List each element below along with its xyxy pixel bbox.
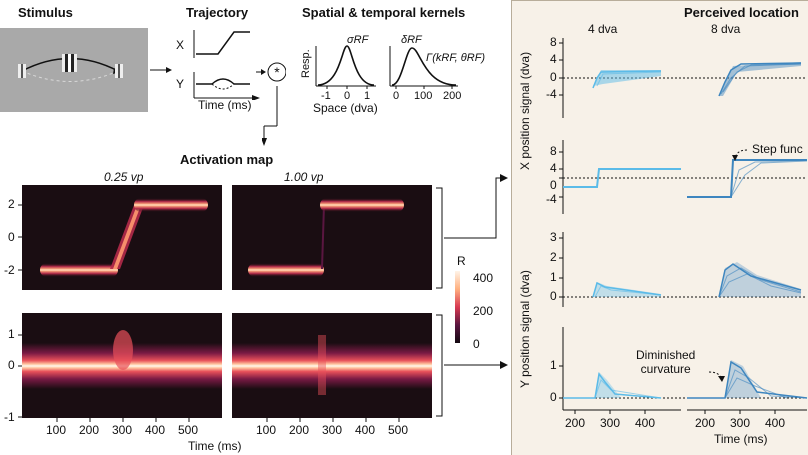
p3-ytick-2: 1 bbox=[550, 270, 557, 284]
annotation-diminished-curvature: Diminished curvature bbox=[636, 348, 696, 376]
space-tick-0: -1 bbox=[321, 90, 331, 102]
heatmap-top-left bbox=[22, 185, 222, 290]
time-tick-2: 200 bbox=[443, 90, 462, 102]
x-step-4dva bbox=[563, 168, 681, 188]
act-ytick-top-0: 2 bbox=[8, 197, 15, 211]
act-xtick-0: 100 bbox=[46, 423, 67, 437]
colorbar-tick-0: 400 bbox=[473, 271, 494, 285]
gamma-label: Γ(kRF, θRF) bbox=[426, 52, 486, 64]
act-xlabel: Time (ms) bbox=[188, 439, 242, 453]
act-ytick-top-2: -2 bbox=[4, 263, 15, 277]
sigma-label: σRF bbox=[347, 34, 369, 46]
activation-title: Activation map bbox=[180, 152, 274, 167]
space-tick-2: 1 bbox=[364, 90, 371, 102]
act-xtick-4: 500 bbox=[178, 423, 199, 437]
perc-xtick-1: 300 bbox=[600, 416, 621, 430]
p2-ytick-1: 4 bbox=[550, 161, 557, 175]
p3-ytick-0: 3 bbox=[550, 230, 557, 244]
svg-text:*: * bbox=[274, 64, 280, 80]
act-xtick2-4: 500 bbox=[388, 423, 409, 437]
activation-col2-label: 1.00 vp bbox=[284, 170, 324, 184]
p1-ytick-0: 8 bbox=[550, 35, 557, 49]
perc-xlabel: Time (ms) bbox=[714, 432, 768, 446]
convolution-icon: * bbox=[256, 62, 286, 82]
p1-ytick-2: 0 bbox=[550, 70, 557, 84]
colorbar-tick-2: 0 bbox=[473, 337, 480, 351]
perc-xtick2-2: 400 bbox=[765, 416, 786, 430]
perc-xtick-2: 400 bbox=[635, 416, 656, 430]
act-xtick2-0: 100 bbox=[256, 423, 277, 437]
y-signal-bot-4dva bbox=[563, 372, 662, 399]
trajectory-plot bbox=[193, 30, 260, 100]
act-ytick-bot-0: 1 bbox=[8, 327, 15, 341]
heatmap-bottom-left bbox=[22, 313, 222, 418]
p1-ytick-1: 4 bbox=[550, 52, 557, 66]
colorbar-label: R bbox=[457, 254, 466, 268]
perc-xtick-0: 200 bbox=[565, 416, 586, 430]
p4-ytick-0: 1 bbox=[550, 358, 557, 372]
perc-xtick2-0: 200 bbox=[695, 416, 716, 430]
connector-arrows bbox=[444, 174, 508, 369]
traj-y-label: Y bbox=[176, 77, 185, 91]
arrow-down-connector bbox=[262, 86, 278, 146]
trajectory-title: Trajectory bbox=[186, 5, 249, 20]
p4-ytick-1: 0 bbox=[550, 390, 557, 404]
delta-label: δRF bbox=[401, 34, 422, 46]
act-xtick2-2: 300 bbox=[322, 423, 343, 437]
p2-ytick-3: -4 bbox=[546, 192, 557, 206]
space-tick-1: 0 bbox=[344, 90, 351, 102]
p2-ytick-0: 8 bbox=[550, 144, 557, 158]
y-signal-mid-4dva bbox=[592, 281, 662, 298]
act-xtick2-3: 400 bbox=[355, 423, 376, 437]
perceived-col1: 4 dva bbox=[588, 22, 618, 36]
time-tick-0: 0 bbox=[393, 90, 400, 102]
act-xtick-3: 400 bbox=[145, 423, 166, 437]
spatial-kernel-plot bbox=[315, 45, 376, 89]
temporal-kernel-plot bbox=[389, 46, 458, 89]
perceived-plots bbox=[559, 38, 808, 414]
act-xtick2-1: 200 bbox=[289, 423, 310, 437]
act-ytick-top-1: 0 bbox=[8, 230, 15, 244]
activation-col1-label: 0.25 vp bbox=[104, 170, 144, 184]
y-signal-mid-8dva bbox=[718, 262, 802, 298]
time-tick-1: 100 bbox=[414, 90, 433, 102]
stimulus-title: Stimulus bbox=[18, 5, 73, 20]
heatmap-bottom-right bbox=[232, 313, 432, 418]
p2-ytick-2: 0 bbox=[550, 178, 557, 192]
traj-time-label: Time (ms) bbox=[198, 98, 252, 112]
space-axis-label: Space (dva) bbox=[313, 101, 378, 115]
heatmap-top-right bbox=[232, 185, 432, 290]
annotation-step-function: Step func bbox=[752, 142, 803, 156]
act-ytick-bot-2: -1 bbox=[4, 410, 15, 424]
p3-ytick-1: 2 bbox=[550, 250, 557, 264]
p1-ytick-3: -4 bbox=[546, 87, 557, 101]
y-signal-bot-8dva bbox=[687, 360, 808, 399]
x-signal-4dva bbox=[592, 70, 662, 89]
perc-xtick2-1: 300 bbox=[730, 416, 751, 430]
act-ytick-bot-1: 0 bbox=[8, 358, 15, 372]
kernels-title: Spatial & temporal kernels bbox=[302, 5, 466, 20]
act-xtick-2: 300 bbox=[112, 423, 133, 437]
arrow-right-icon bbox=[150, 67, 172, 73]
colorbar-tick-1: 200 bbox=[473, 304, 494, 318]
x-step-8dva bbox=[687, 159, 807, 198]
stimulus-image bbox=[0, 28, 148, 112]
traj-x-label: X bbox=[176, 38, 185, 52]
act-xtick-1: 200 bbox=[79, 423, 100, 437]
activation-heatmaps bbox=[18, 185, 460, 422]
colorbar bbox=[455, 271, 460, 343]
perceived-col2: 8 dva bbox=[711, 22, 741, 36]
perceived-title: Perceived location bbox=[684, 5, 799, 20]
p3-ytick-3: 0 bbox=[550, 289, 557, 303]
x-signal-8dva bbox=[718, 62, 802, 97]
kernel-resp-label: Resp. bbox=[300, 49, 312, 78]
